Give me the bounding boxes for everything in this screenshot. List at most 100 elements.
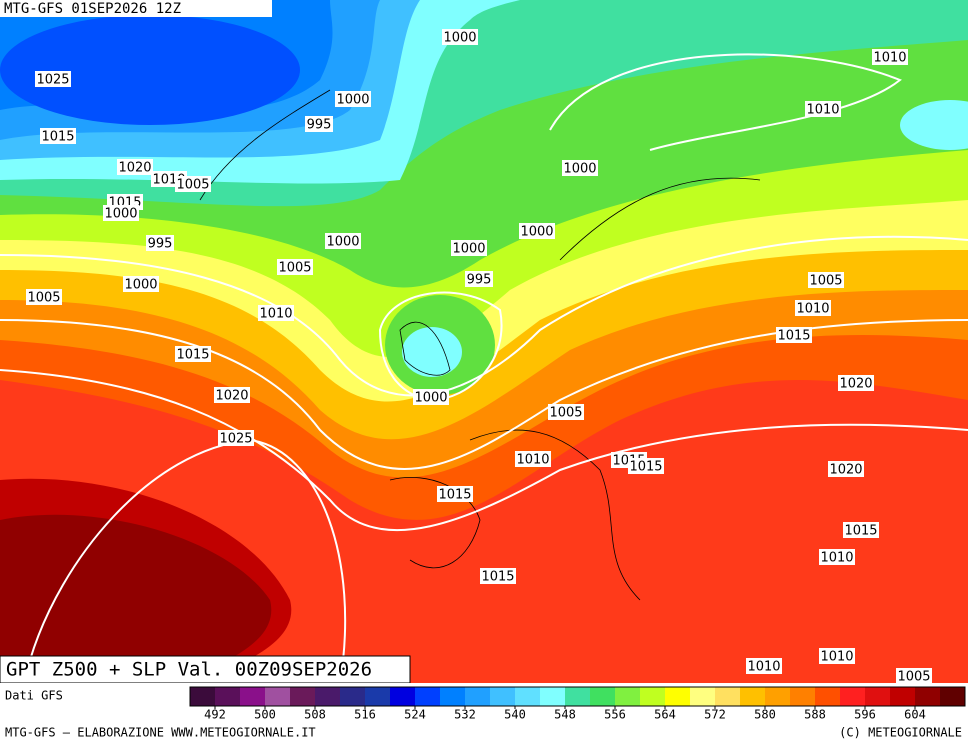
- colorbar-swatch: [815, 687, 841, 706]
- colorbar-swatch: [665, 687, 691, 706]
- isobar-label: 1010: [806, 103, 839, 118]
- footer-left: MTG-GFS — ELABORAZIONE WWW.METEOGIORNALE…: [5, 726, 316, 740]
- title: GPT Z500 + SLP Val. 00Z09SEP2026: [6, 659, 372, 681]
- source: Dati GFS: [5, 689, 63, 703]
- colorbar-swatch: [740, 687, 766, 706]
- isobar-label: 1005: [27, 291, 60, 306]
- isobar-label-box: [218, 430, 254, 446]
- colorbar-swatch: [540, 687, 566, 706]
- isobar-label-box: [103, 205, 139, 221]
- isobar-label-box: [819, 648, 855, 664]
- colorbar-swatch: [215, 687, 241, 706]
- colorbar-swatch: [240, 687, 266, 706]
- colorbar-swatch: [315, 687, 341, 706]
- isobar-labels: 1000 1010 1025 1000 1010 995 1015 1020 1000 1010 1…: [26, 29, 932, 685]
- colorbar-swatch: [465, 687, 491, 706]
- isobar-label-box: [258, 305, 294, 321]
- isobar-label: 1010: [820, 650, 853, 665]
- isobar-label: 1015: [176, 348, 209, 363]
- isobar-label: 1015: [41, 130, 74, 145]
- header-box: [0, 0, 272, 17]
- colorbar: 492 500 508 516 524 532 540 548 556 564 572 580 588 5…: [189, 686, 966, 722]
- colorbar-tick-label: 500: [254, 708, 276, 722]
- footer-right: (C) METEOGIORNALE: [839, 726, 962, 740]
- isobar-label: 1000: [563, 162, 596, 177]
- isobar-label: 1010: [259, 307, 292, 322]
- colorbar-swatch: [515, 687, 541, 706]
- isobar-label-box: [437, 486, 473, 502]
- isobar-label: 1015: [629, 460, 662, 475]
- colorbar-swatch: [265, 687, 291, 706]
- colorbar-swatch: [415, 687, 441, 706]
- isobar-label-box: [776, 327, 812, 343]
- colorbar-tick-label: 572: [704, 708, 726, 722]
- colorbar-tick-label: 508: [304, 708, 326, 722]
- colorbar-tick-label: 596: [854, 708, 876, 722]
- isobar-label-box: [451, 240, 487, 256]
- isobar-label-box: [548, 404, 584, 420]
- colorbar-swatch: [865, 687, 891, 706]
- isobar-label: 1020: [829, 463, 862, 478]
- isobar-label: 1015: [777, 329, 810, 344]
- isobar-label-box: [515, 451, 551, 467]
- isobar-label-box: [896, 668, 932, 684]
- title-box: [0, 655, 411, 684]
- colorbar-swatch: [290, 687, 316, 706]
- isobar-label: 1000: [414, 391, 447, 406]
- isobar-label: 1015: [438, 488, 471, 503]
- isobar-label: 1000: [452, 242, 485, 257]
- isobar-label: 1020: [839, 377, 872, 392]
- colorbar-swatch: [690, 687, 716, 706]
- isobar-label-box: [872, 49, 908, 65]
- isobar-label-box: [442, 29, 478, 45]
- isobar-label-box: [40, 128, 76, 144]
- colorbar-swatch: [715, 687, 741, 706]
- isobar-label: 1015: [844, 524, 877, 539]
- isobar-label-box: [175, 346, 211, 362]
- colorbar-swatch: [890, 687, 916, 706]
- isobar-label-box: [746, 658, 782, 674]
- colorbar-tick-label: 540: [504, 708, 526, 722]
- colorbar-tick-label: 516: [354, 708, 376, 722]
- isobar-label: 1020: [215, 389, 248, 404]
- isobar-label-box: [146, 235, 174, 251]
- colorbar-swatch: [790, 687, 816, 706]
- colorbar-swatch: [590, 687, 616, 706]
- isobar-label: 1010: [516, 453, 549, 468]
- isobar-label: 1010: [820, 551, 853, 566]
- isobar-label: 1000: [336, 93, 369, 108]
- isobar-label-box: [805, 101, 841, 117]
- isobar-label: 1005: [809, 274, 842, 289]
- isobar-label-box: [325, 233, 361, 249]
- isobar-label-box: [838, 375, 874, 391]
- isobar-label-box: [628, 458, 664, 474]
- isobar-label: 1025: [36, 73, 69, 88]
- isobar-label: 1020: [118, 161, 151, 176]
- isobar-label: 1010: [747, 660, 780, 675]
- isobar-label-box: [465, 271, 493, 287]
- isobar-label-box: [843, 522, 879, 538]
- isobar-label-box: [175, 176, 211, 192]
- colorbar-tick-label: 588: [804, 708, 826, 722]
- isobar-label: 1000: [326, 235, 359, 250]
- isobar-label: 1000: [104, 207, 137, 222]
- colorbar-swatch: [915, 687, 941, 706]
- isobar-label-box: [117, 159, 153, 175]
- isobar-label-box: [305, 116, 333, 132]
- colorbar-tick-label: 492: [204, 708, 226, 722]
- isobar-label-box: [795, 300, 831, 316]
- isobar-label-box: [26, 289, 62, 305]
- isobar-label-box: [828, 461, 864, 477]
- isobar-label: 1000: [520, 225, 553, 240]
- colorbar-swatch: [640, 687, 666, 706]
- isobar-label: 1005: [897, 670, 930, 685]
- colorbar-tick-label: 604: [904, 708, 926, 722]
- colorbar-swatch: [765, 687, 791, 706]
- isobar-label: 1015: [481, 570, 514, 585]
- isobar-label-box: [335, 91, 371, 107]
- colorbar-frame: [189, 686, 966, 707]
- isobar-label-box: [35, 71, 71, 87]
- colorbar-tick-label: 532: [454, 708, 476, 722]
- header: MTG-GFS 01SEP2026 12Z: [4, 1, 181, 17]
- isobar-label-box: [519, 223, 555, 239]
